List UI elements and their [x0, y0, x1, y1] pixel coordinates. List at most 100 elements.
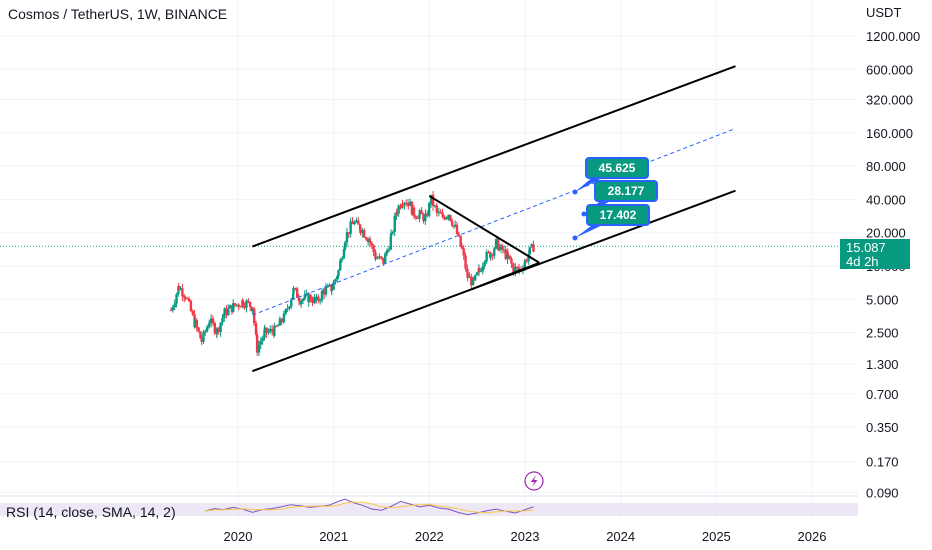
y-tick-label: 1200.000	[866, 29, 920, 44]
candle-body	[245, 300, 248, 308]
candle-body	[202, 331, 205, 342]
wedge-bottom-line	[472, 261, 540, 290]
candle-body	[370, 242, 373, 246]
candle-body	[372, 245, 375, 253]
candle-body	[269, 328, 272, 332]
candle-body	[489, 254, 492, 258]
candle-body	[525, 260, 529, 262]
candle-body	[439, 211, 442, 214]
candle-body	[274, 325, 278, 327]
candle-body	[208, 323, 211, 325]
candle-body	[261, 337, 264, 342]
y-tick-label: 0.350	[866, 420, 899, 435]
candle-body	[205, 326, 209, 332]
candle-body	[530, 244, 533, 248]
candle-body	[291, 293, 295, 300]
candle-body	[307, 295, 310, 303]
candle-body	[483, 261, 487, 264]
candle-body	[259, 341, 263, 345]
candle-body	[449, 214, 452, 221]
candle-body	[339, 260, 342, 271]
candle-body	[491, 254, 494, 256]
candle-body	[498, 246, 502, 251]
candle-body	[381, 257, 385, 259]
candle-body	[295, 288, 299, 298]
candle-body	[320, 291, 324, 301]
candle-body	[301, 298, 305, 301]
candle-body	[523, 260, 527, 263]
candle-body	[239, 306, 242, 308]
candle-body	[485, 251, 488, 262]
candle-body	[395, 212, 399, 214]
candle-body	[464, 255, 467, 269]
candle-body	[221, 318, 224, 323]
candle-body	[328, 284, 331, 286]
candle-body	[294, 288, 297, 290]
target-label-box	[585, 157, 649, 179]
candle-body	[199, 331, 202, 339]
candle-body	[297, 297, 301, 301]
candle-body	[496, 238, 500, 251]
candle-body	[473, 275, 477, 281]
x-tick-label: 2026	[798, 529, 827, 544]
y-tick-label: 600.000	[866, 62, 913, 77]
candle-body	[179, 288, 182, 290]
candle-body	[361, 230, 364, 234]
rsi-pane[interactable]	[0, 498, 858, 516]
wedge-top-line	[428, 195, 540, 264]
candle-body	[211, 318, 215, 323]
candle-body	[399, 205, 402, 208]
candle-body	[322, 289, 326, 295]
rsi-sma-line	[204, 501, 534, 514]
candle-body	[462, 248, 465, 256]
callout-anchor	[572, 189, 578, 195]
candle-body	[265, 327, 268, 333]
candle-body	[427, 203, 431, 216]
candle-body	[382, 258, 385, 264]
candle-body	[332, 282, 335, 290]
candle-body	[510, 258, 513, 264]
candle-body	[252, 308, 256, 324]
candle-body	[353, 222, 356, 225]
candles	[169, 191, 535, 356]
candle-body	[532, 244, 535, 252]
candle-body	[418, 210, 421, 215]
candle-body	[282, 313, 286, 322]
candle-body	[241, 300, 244, 306]
candle-body	[223, 308, 226, 314]
candle-body	[410, 201, 414, 215]
callout-anchor	[572, 235, 578, 241]
candle-body	[479, 271, 483, 273]
rsi-legend[interactable]: RSI (14, close, SMA, 14, 2)	[6, 504, 176, 520]
candle-body	[204, 331, 207, 333]
candle-body	[508, 255, 511, 259]
candle-body	[251, 308, 254, 311]
candle-body	[317, 296, 320, 301]
candle-body	[225, 308, 228, 316]
candle-body	[457, 234, 461, 236]
candle-body	[414, 216, 418, 218]
target-label: 28.177	[608, 184, 645, 198]
candle-body	[177, 285, 180, 290]
time-axis[interactable]: 2020 2021 2022 2023 2024 2025 2026	[224, 529, 827, 544]
candle-body	[391, 231, 395, 234]
candle-body	[195, 319, 198, 328]
candle-body	[504, 249, 507, 260]
candle-body	[500, 245, 504, 250]
x-tick-label: 2022	[415, 529, 444, 544]
target-label: 45.625	[599, 161, 636, 175]
candle-body	[397, 205, 400, 214]
candle-body	[248, 302, 252, 307]
candle-body	[309, 295, 312, 301]
lightning-icon[interactable]	[524, 471, 544, 491]
candle-body	[523, 262, 526, 269]
candle-body	[366, 238, 370, 242]
candle-body	[528, 247, 531, 255]
candle-body	[223, 313, 226, 319]
price-axis[interactable]: 1200.000 600.000 320.000 160.000 80.000 40.00…	[866, 29, 920, 500]
candle-body	[169, 310, 173, 312]
candle-body	[443, 216, 446, 220]
candle-body	[378, 256, 381, 259]
candle-body	[506, 252, 509, 256]
